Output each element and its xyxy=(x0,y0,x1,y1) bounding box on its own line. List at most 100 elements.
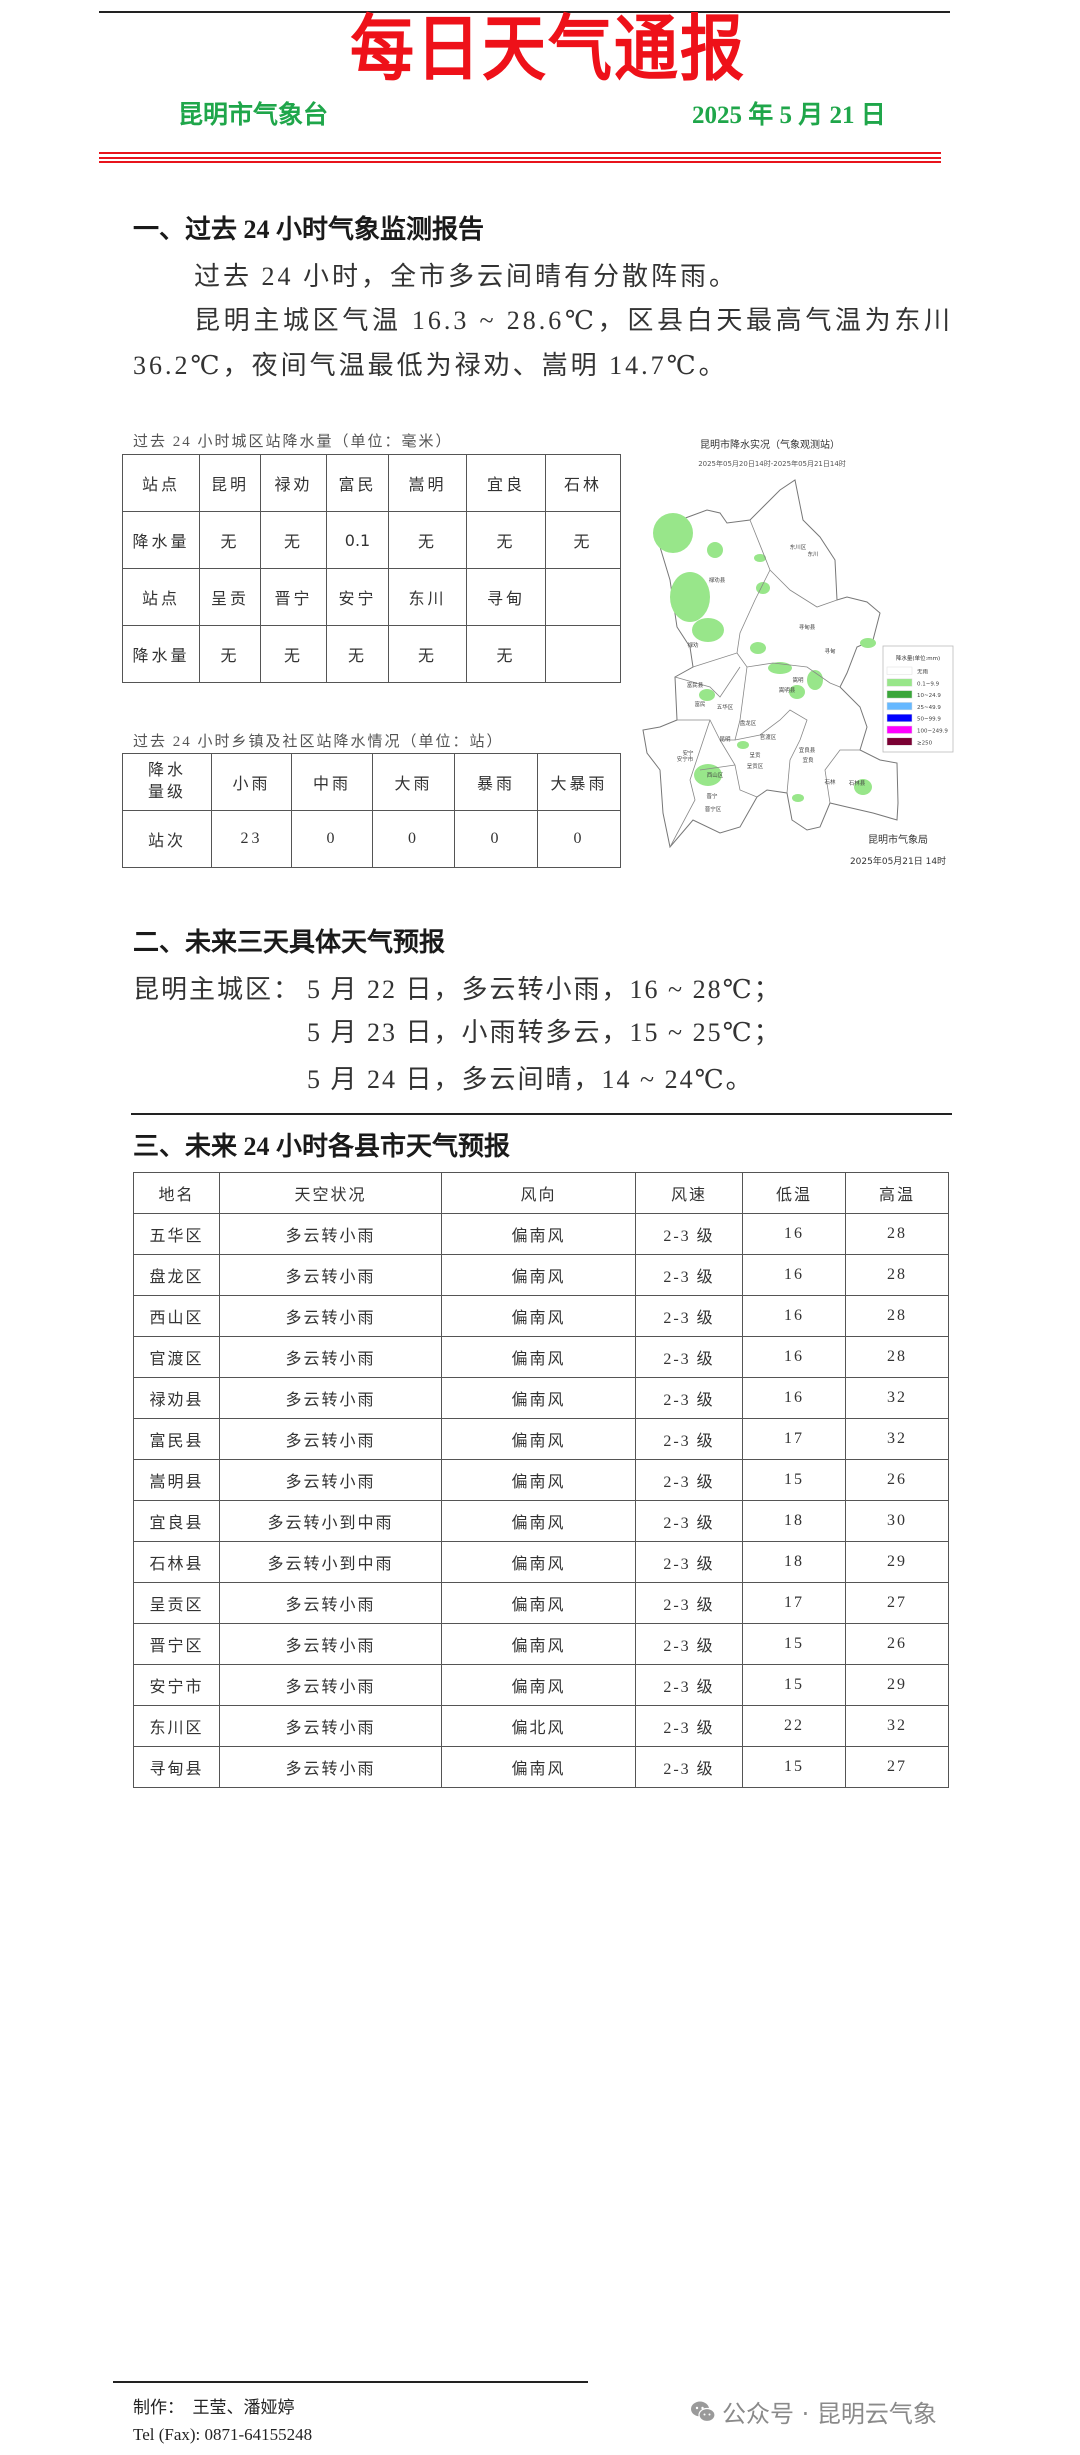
table-row: 东川区 多云转小雨 偏北风 2-3 级 22 32 xyxy=(133,1705,949,1747)
precipitation-map: 昆明市降水实况（气象观测站） 2025年05月20日14时-2025年05月21… xyxy=(642,438,954,867)
table-row: 降水量无无 0.1 无无无 xyxy=(122,511,621,569)
table-cell: 盘龙区 xyxy=(133,1254,220,1296)
table-cell: 28 xyxy=(845,1254,949,1296)
table-cell: 0 xyxy=(372,810,455,868)
table-cell: 石林县 xyxy=(133,1541,220,1583)
table-cell: 安宁市 xyxy=(133,1664,220,1706)
table-cell: 中雨 xyxy=(291,753,373,811)
map-place-label: 西山区 xyxy=(707,771,724,779)
map-place-label: 呈贡 xyxy=(749,752,761,759)
table-cell: 禄劝县 xyxy=(133,1377,220,1419)
map-place-label: 东川区 xyxy=(790,543,807,551)
map-place-label: 禄劝 xyxy=(687,641,699,649)
table-cell: 站次 xyxy=(122,810,212,868)
table-cell: 偏南风 xyxy=(441,1746,636,1788)
table-cell: 多云转小雨 xyxy=(219,1623,442,1665)
column-header: 地名 xyxy=(133,1172,220,1214)
map-place-label: 嵩明县 xyxy=(779,686,796,694)
forecast-area-label: 昆明主城区： xyxy=(133,975,302,1004)
table-row: 石林县 多云转小到中雨 偏南风 2-3 级 18 29 xyxy=(133,1541,949,1583)
table-cell: 0 xyxy=(291,810,373,868)
table-cell: 16 xyxy=(742,1336,846,1378)
table-cell: 15 xyxy=(742,1746,846,1788)
table-cell: 2-3 级 xyxy=(635,1459,743,1501)
table-cell: 16 xyxy=(742,1295,846,1337)
table-cell: 多云转小雨 xyxy=(219,1746,442,1788)
table-cell: 石林 xyxy=(545,454,621,512)
wechat-icon xyxy=(691,2401,716,2422)
legend-swatch xyxy=(886,678,913,687)
column-header: 风速 xyxy=(635,1172,743,1214)
table-header-row: 地名 天空状况 风向 风速 低温 高温 xyxy=(133,1172,949,1214)
table-cell: 宜良 xyxy=(466,454,546,512)
map-subtitle: 2025年05月20日14时-2025年05月21日14时 xyxy=(698,459,846,468)
table-cell: 2-3 级 xyxy=(635,1623,743,1665)
table-cell: 无 xyxy=(466,625,546,683)
table1-caption: 过去 24 小时城区站降水量（单位：毫米） xyxy=(133,434,453,450)
table-row: 官渡区 多云转小雨 偏南风 2-3 级 16 28 xyxy=(133,1336,949,1378)
table-cell: 降水量 xyxy=(122,511,200,569)
table-cell: 偏南风 xyxy=(441,1377,636,1419)
table-cell: 23 xyxy=(211,810,292,868)
column-header: 风向 xyxy=(441,1172,636,1214)
top-rule xyxy=(99,11,950,13)
table-cell: 呈贡 xyxy=(199,568,261,626)
table-cell xyxy=(545,568,621,626)
map-place-label: 昆明 xyxy=(719,736,731,743)
legend-swatch xyxy=(886,666,913,675)
table-cell: 东川区 xyxy=(133,1705,220,1747)
report-title: 每日天气通报 xyxy=(350,9,746,90)
table-cell: 22 xyxy=(742,1705,846,1747)
table-cell: 偏南风 xyxy=(441,1623,636,1665)
table-cell: 偏南风 xyxy=(441,1336,636,1378)
column-header: 天空状况 xyxy=(219,1172,442,1214)
map-place-label: 晋宁 xyxy=(706,792,718,800)
tel-fax: Tel (Fax): 0871-64155248 xyxy=(133,2425,313,2444)
table-cell: 偏北风 xyxy=(441,1705,636,1747)
table-cell xyxy=(545,625,621,683)
legend-label: ≥250 xyxy=(917,740,933,746)
table-cell: 2-3 级 xyxy=(635,1254,743,1296)
table-cell: 2-3 级 xyxy=(635,1500,743,1542)
forecast-day-3: 5 月 24 日，多云间晴，14 ~ 24℃。 xyxy=(307,1065,754,1094)
legend-label: 0.1~9.9 xyxy=(917,681,940,687)
table-cell: 宜良县 xyxy=(133,1500,220,1542)
table-cell: 暴雨 xyxy=(454,753,538,811)
table-row: 站次 23 0 0 0 0 xyxy=(122,810,621,868)
table-cell: 禄劝 xyxy=(260,454,327,512)
table-row: 西山区 多云转小雨 偏南风 2-3 级 16 28 xyxy=(133,1295,949,1337)
table-cell: 无 xyxy=(260,511,327,569)
table-row: 宜良县 多云转小到中雨 偏南风 2-3 级 18 30 xyxy=(133,1500,949,1542)
table-cell: 15 xyxy=(742,1664,846,1706)
red-rule-2 xyxy=(99,156,941,159)
map-place-label: 官渡区 xyxy=(760,733,777,741)
table-row: 五华区 多云转小雨 偏南风 2-3 级 16 28 xyxy=(133,1213,949,1255)
table-cell: 偏南风 xyxy=(441,1541,636,1583)
table-cell: 多云转小雨 xyxy=(219,1295,442,1337)
table-cell: 多云转小雨 xyxy=(219,1418,442,1460)
table-cell: 0 xyxy=(537,810,621,868)
table-cell: 28 xyxy=(845,1336,949,1378)
table-cell: 多云转小雨 xyxy=(219,1582,442,1624)
table-cell: 安宁 xyxy=(326,568,389,626)
table-cell: 26 xyxy=(845,1623,949,1665)
map-place-label: 晋宁区 xyxy=(705,805,722,813)
table-cell: 无 xyxy=(466,511,546,569)
table-row: 盘龙区 多云转小雨 偏南风 2-3 级 16 28 xyxy=(133,1254,949,1296)
forecast-day-1: 5 月 22 日，多云转小雨，16 ~ 28℃； xyxy=(307,975,782,1004)
table2-caption: 过去 24 小时乡镇及社区站降水情况（单位：站） xyxy=(133,734,504,750)
table-cell: 偏南风 xyxy=(441,1213,636,1255)
table-cell: 多云转小雨 xyxy=(219,1336,442,1378)
table-cell: 偏南风 xyxy=(441,1254,636,1296)
legend-swatch xyxy=(886,725,913,734)
map-place-label: 安宁 xyxy=(682,749,694,757)
column-header: 低温 xyxy=(742,1172,846,1214)
table-cell: 站点 xyxy=(122,568,200,626)
map-place-label: 安宁市 xyxy=(677,755,694,763)
section2-heading: 二、未来三天具体天气预报 xyxy=(133,928,446,957)
map-place-label: 禄劝县 xyxy=(709,576,726,584)
table-cell: 多云转小到中雨 xyxy=(219,1541,442,1583)
table-cell: 多云转小到中雨 xyxy=(219,1500,442,1542)
table-row: 富民县 多云转小雨 偏南风 2-3 级 17 32 xyxy=(133,1418,949,1460)
